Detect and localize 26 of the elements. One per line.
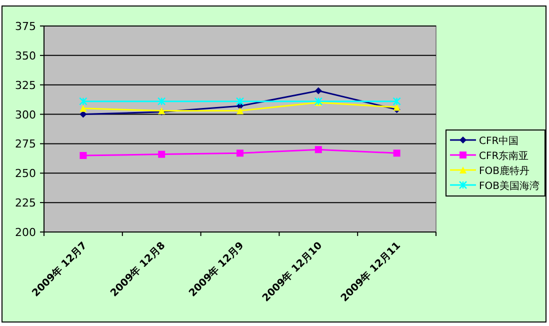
point xyxy=(157,97,166,106)
legend-label: FOB美国海湾 xyxy=(479,180,540,192)
point xyxy=(393,104,400,111)
y-tick-label: 350 xyxy=(15,49,36,62)
legend-label: FOB鹿特丹 xyxy=(479,165,530,177)
point xyxy=(158,150,166,158)
y-tick-label: 200 xyxy=(15,226,36,239)
y-tick-label: 275 xyxy=(15,138,36,151)
legend-label: CFR中国 xyxy=(479,135,519,147)
point xyxy=(80,104,87,112)
y-tick-label: 250 xyxy=(15,167,36,180)
point xyxy=(236,97,244,106)
point xyxy=(314,146,322,154)
point xyxy=(79,97,88,106)
point xyxy=(236,107,244,114)
y-tick-label: 375 xyxy=(15,20,36,33)
point xyxy=(314,87,322,94)
point xyxy=(80,152,87,159)
y-tick-label: 300 xyxy=(15,108,36,122)
y-tick-label: 225 xyxy=(15,196,36,210)
legend-label: CFR东南亚 xyxy=(479,150,529,162)
point xyxy=(236,150,244,157)
y-tick-label: 325 xyxy=(15,78,36,92)
point xyxy=(80,110,87,118)
point xyxy=(392,97,401,106)
point xyxy=(393,150,400,157)
